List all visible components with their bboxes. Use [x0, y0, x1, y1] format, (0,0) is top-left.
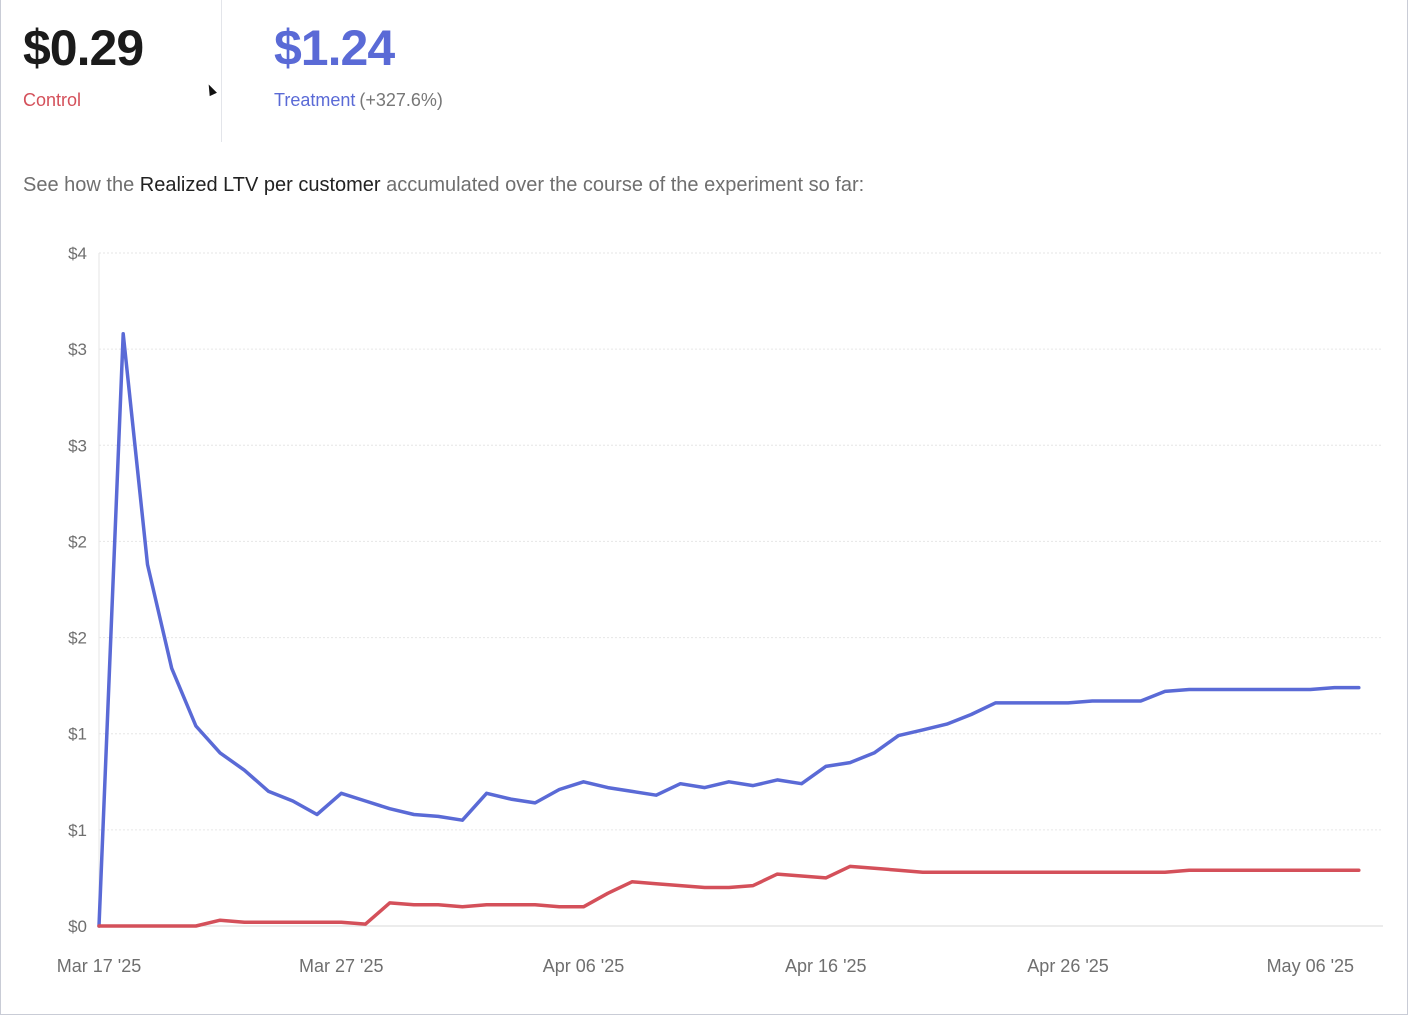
control-label: Control	[23, 90, 82, 110]
x-tick-label: Mar 17 '25	[57, 956, 141, 976]
caption-suffix: accumulated over the course of the exper…	[380, 174, 865, 196]
x-tick-label: Mar 27 '25	[299, 956, 383, 976]
treatment-stat: $1.24 Treatment (+327.6%)	[274, 18, 443, 111]
x-tick-label: May 06 '25	[1267, 956, 1355, 976]
y-tick-label: $2	[68, 532, 87, 551]
chart-grid	[98, 252, 1383, 927]
y-tick-label: $2	[68, 629, 87, 648]
treatment-label: Treatment	[274, 90, 356, 110]
y-tick-label: $4	[68, 244, 87, 263]
y-tick-label: $1	[68, 821, 87, 840]
y-tick-label: $0	[68, 917, 87, 936]
x-tick-label: Apr 06 '25	[543, 956, 625, 976]
caption-prefix: See how the	[23, 174, 140, 196]
control-series-line	[97, 864, 1361, 928]
mouse-cursor-icon	[205, 82, 217, 97]
chart-caption: See how the Realized LTV per customer ac…	[23, 174, 864, 197]
y-tick-label: $3	[68, 340, 87, 359]
treatment-label-row: Treatment (+327.6%)	[274, 90, 443, 111]
treatment-delta: (+327.6%)	[359, 90, 443, 110]
y-tick-label: $3	[68, 436, 87, 455]
treatment-value: $1.24	[274, 20, 395, 76]
y-axis: $0 $1 $1 $2 $2 $3 $3 $4	[68, 244, 87, 936]
x-tick-label: Apr 26 '25	[1027, 956, 1109, 976]
ltv-line-chart: $0 $1 $1 $2 $2 $3 $3 $4 Mar 17 '25 Mar 27 '25 Apr…	[57, 244, 1383, 976]
control-value: $0.29	[23, 20, 144, 76]
x-tick-label: Apr 16 '25	[785, 956, 867, 976]
y-tick-label: $1	[68, 725, 87, 744]
chart-series	[97, 332, 1361, 928]
stats-divider	[221, 0, 222, 142]
caption-metric: Realized LTV per customer	[139, 174, 381, 196]
treatment-series-line	[97, 332, 1361, 928]
x-axis: Mar 17 '25 Mar 27 '25 Apr 06 '25 Apr 16 '25…	[57, 956, 1354, 976]
control-stat: $0.29 Control	[23, 18, 144, 111]
